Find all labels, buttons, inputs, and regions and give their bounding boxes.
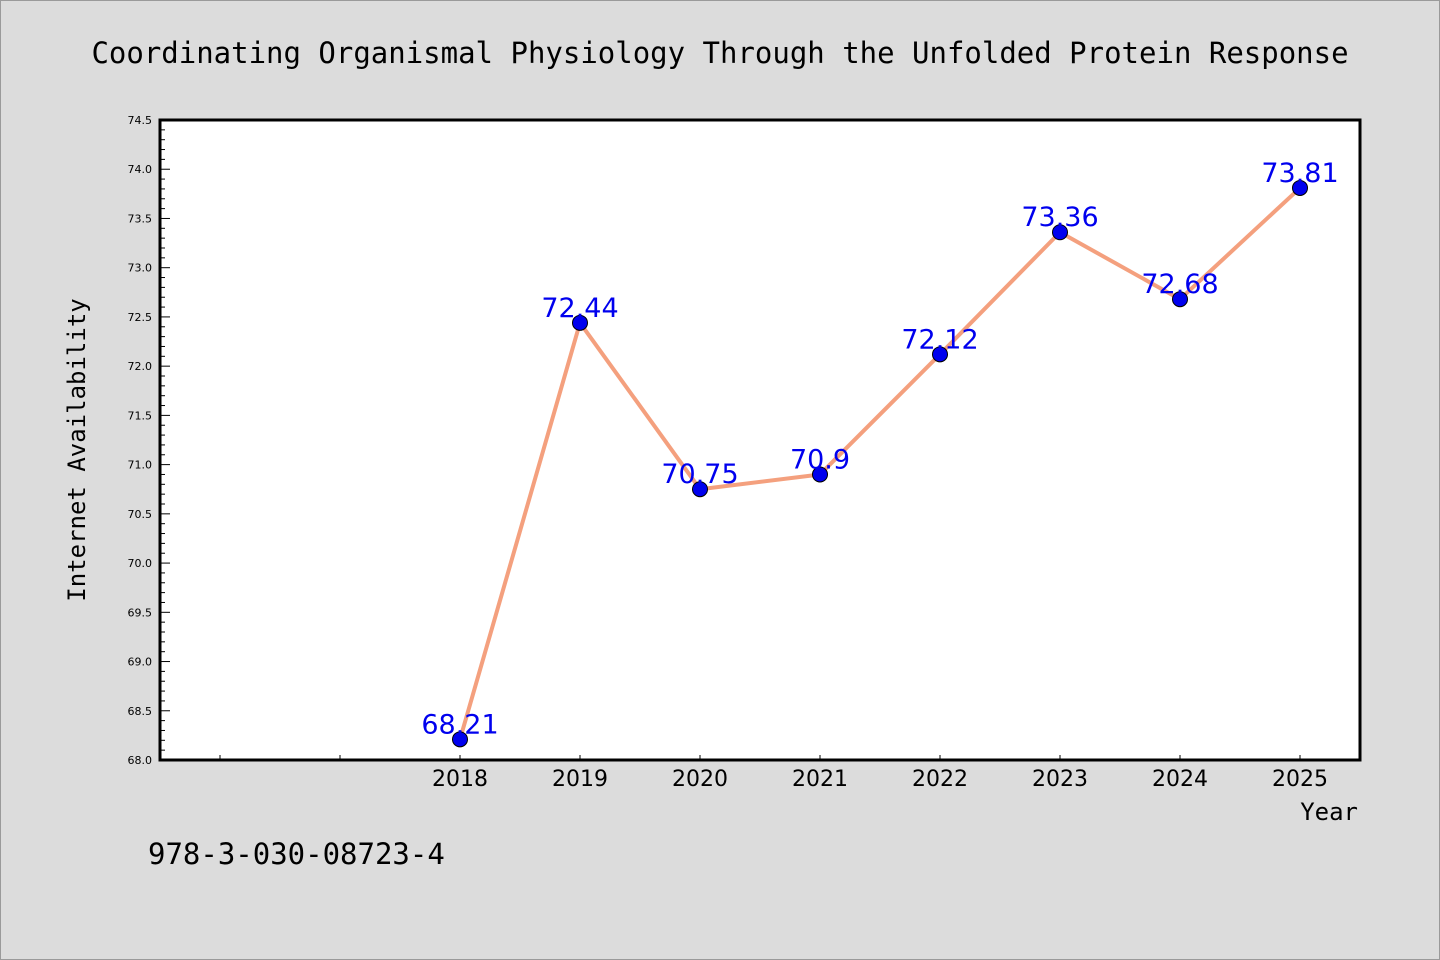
y-tick-label: 68.5 <box>128 705 153 718</box>
isbn-text: 978-3-030-08723-4 <box>148 837 445 871</box>
data-point <box>1052 224 1068 241</box>
y-tick-label: 72.0 <box>128 360 153 373</box>
y-tick-label: 71.0 <box>128 459 153 472</box>
data-point <box>1172 291 1188 308</box>
data-label: 73.36 <box>1021 202 1098 233</box>
data-point <box>1292 179 1308 196</box>
y-tick-label: 73.0 <box>128 262 153 275</box>
data-point <box>692 481 708 498</box>
y-tick-label: 69.0 <box>128 656 153 669</box>
data-label: 68.21 <box>421 709 498 740</box>
x-tick-label: 2025 <box>1272 767 1328 792</box>
y-tick-label: 72.5 <box>128 311 153 324</box>
series-line <box>458 186 1302 740</box>
y-tick-label: 70.0 <box>128 557 153 570</box>
y-tick-label: 68.0 <box>128 754 153 767</box>
x-tick-label: 2018 <box>432 767 488 792</box>
x-tick-label: 2022 <box>912 767 968 792</box>
y-tick-label: 69.5 <box>128 606 153 619</box>
y-tick-label: 71.5 <box>128 409 153 422</box>
data-label: 72.68 <box>1141 269 1218 300</box>
data-label: 73.81 <box>1261 158 1338 189</box>
y-tick-label: 74.0 <box>128 163 153 176</box>
data-point <box>812 466 828 483</box>
y-tick-label: 70.5 <box>128 508 153 521</box>
x-tick-label: 2023 <box>1032 767 1088 792</box>
x-axis-label: Year <box>1300 798 1358 826</box>
y-axis-label: Internet Availability <box>63 298 91 601</box>
y-tick-label: 73.5 <box>128 212 153 225</box>
data-label: 72.12 <box>901 324 978 355</box>
plot-area <box>158 118 1362 762</box>
data-point <box>572 314 588 331</box>
x-tick-label: 2021 <box>792 767 848 792</box>
data-label: 72.44 <box>541 293 618 324</box>
x-tick-label: 2024 <box>1152 767 1208 792</box>
data-point <box>452 731 468 748</box>
data-point <box>932 346 948 363</box>
x-tick-label: 2019 <box>552 767 608 792</box>
y-tick-label: 74.5 <box>128 114 153 127</box>
x-tick-label: 2020 <box>672 767 728 792</box>
data-label: 70.9 <box>790 444 850 475</box>
data-label: 70.75 <box>661 459 738 490</box>
chart-title: Coordinating Organismal Physiology Throu… <box>91 36 1348 70</box>
